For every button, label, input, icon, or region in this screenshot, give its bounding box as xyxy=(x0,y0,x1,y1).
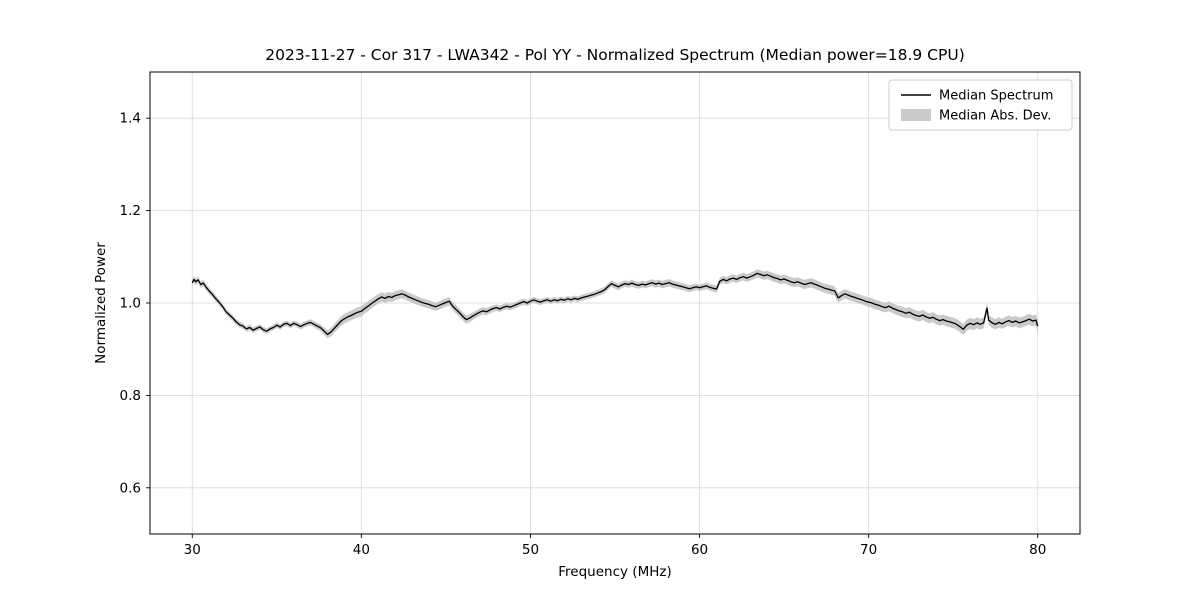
x-axis-label: Frequency (MHz) xyxy=(558,564,671,580)
x-tick-label: 80 xyxy=(1029,542,1046,558)
legend-patch-sample xyxy=(901,109,931,121)
chart-title: 2023-11-27 - Cor 317 - LWA342 - Pol YY -… xyxy=(265,46,965,64)
mad-band xyxy=(192,269,1038,339)
legend-box xyxy=(888,79,1073,131)
y-tick-label: 1.0 xyxy=(120,296,141,312)
y-tick-label: 1.4 xyxy=(120,111,141,127)
x-tick-label: 40 xyxy=(353,542,370,558)
x-tick-label: 60 xyxy=(691,542,708,558)
legend-label-median-spectrum: Median Spectrum xyxy=(939,89,1053,104)
y-tick-label: 0.8 xyxy=(120,388,141,404)
x-tick-label: 70 xyxy=(860,542,877,558)
x-tick-label: 50 xyxy=(522,542,539,558)
y-tick-label: 1.2 xyxy=(120,203,141,219)
y-tick-label: 0.6 xyxy=(120,480,141,496)
x-tick-label: 30 xyxy=(184,542,201,558)
y-axis-label: Normalized Power xyxy=(93,242,109,364)
median-spectrum-line xyxy=(191,272,1039,336)
legend-label-median-abs-dev: Median Abs. Dev. xyxy=(939,109,1051,124)
